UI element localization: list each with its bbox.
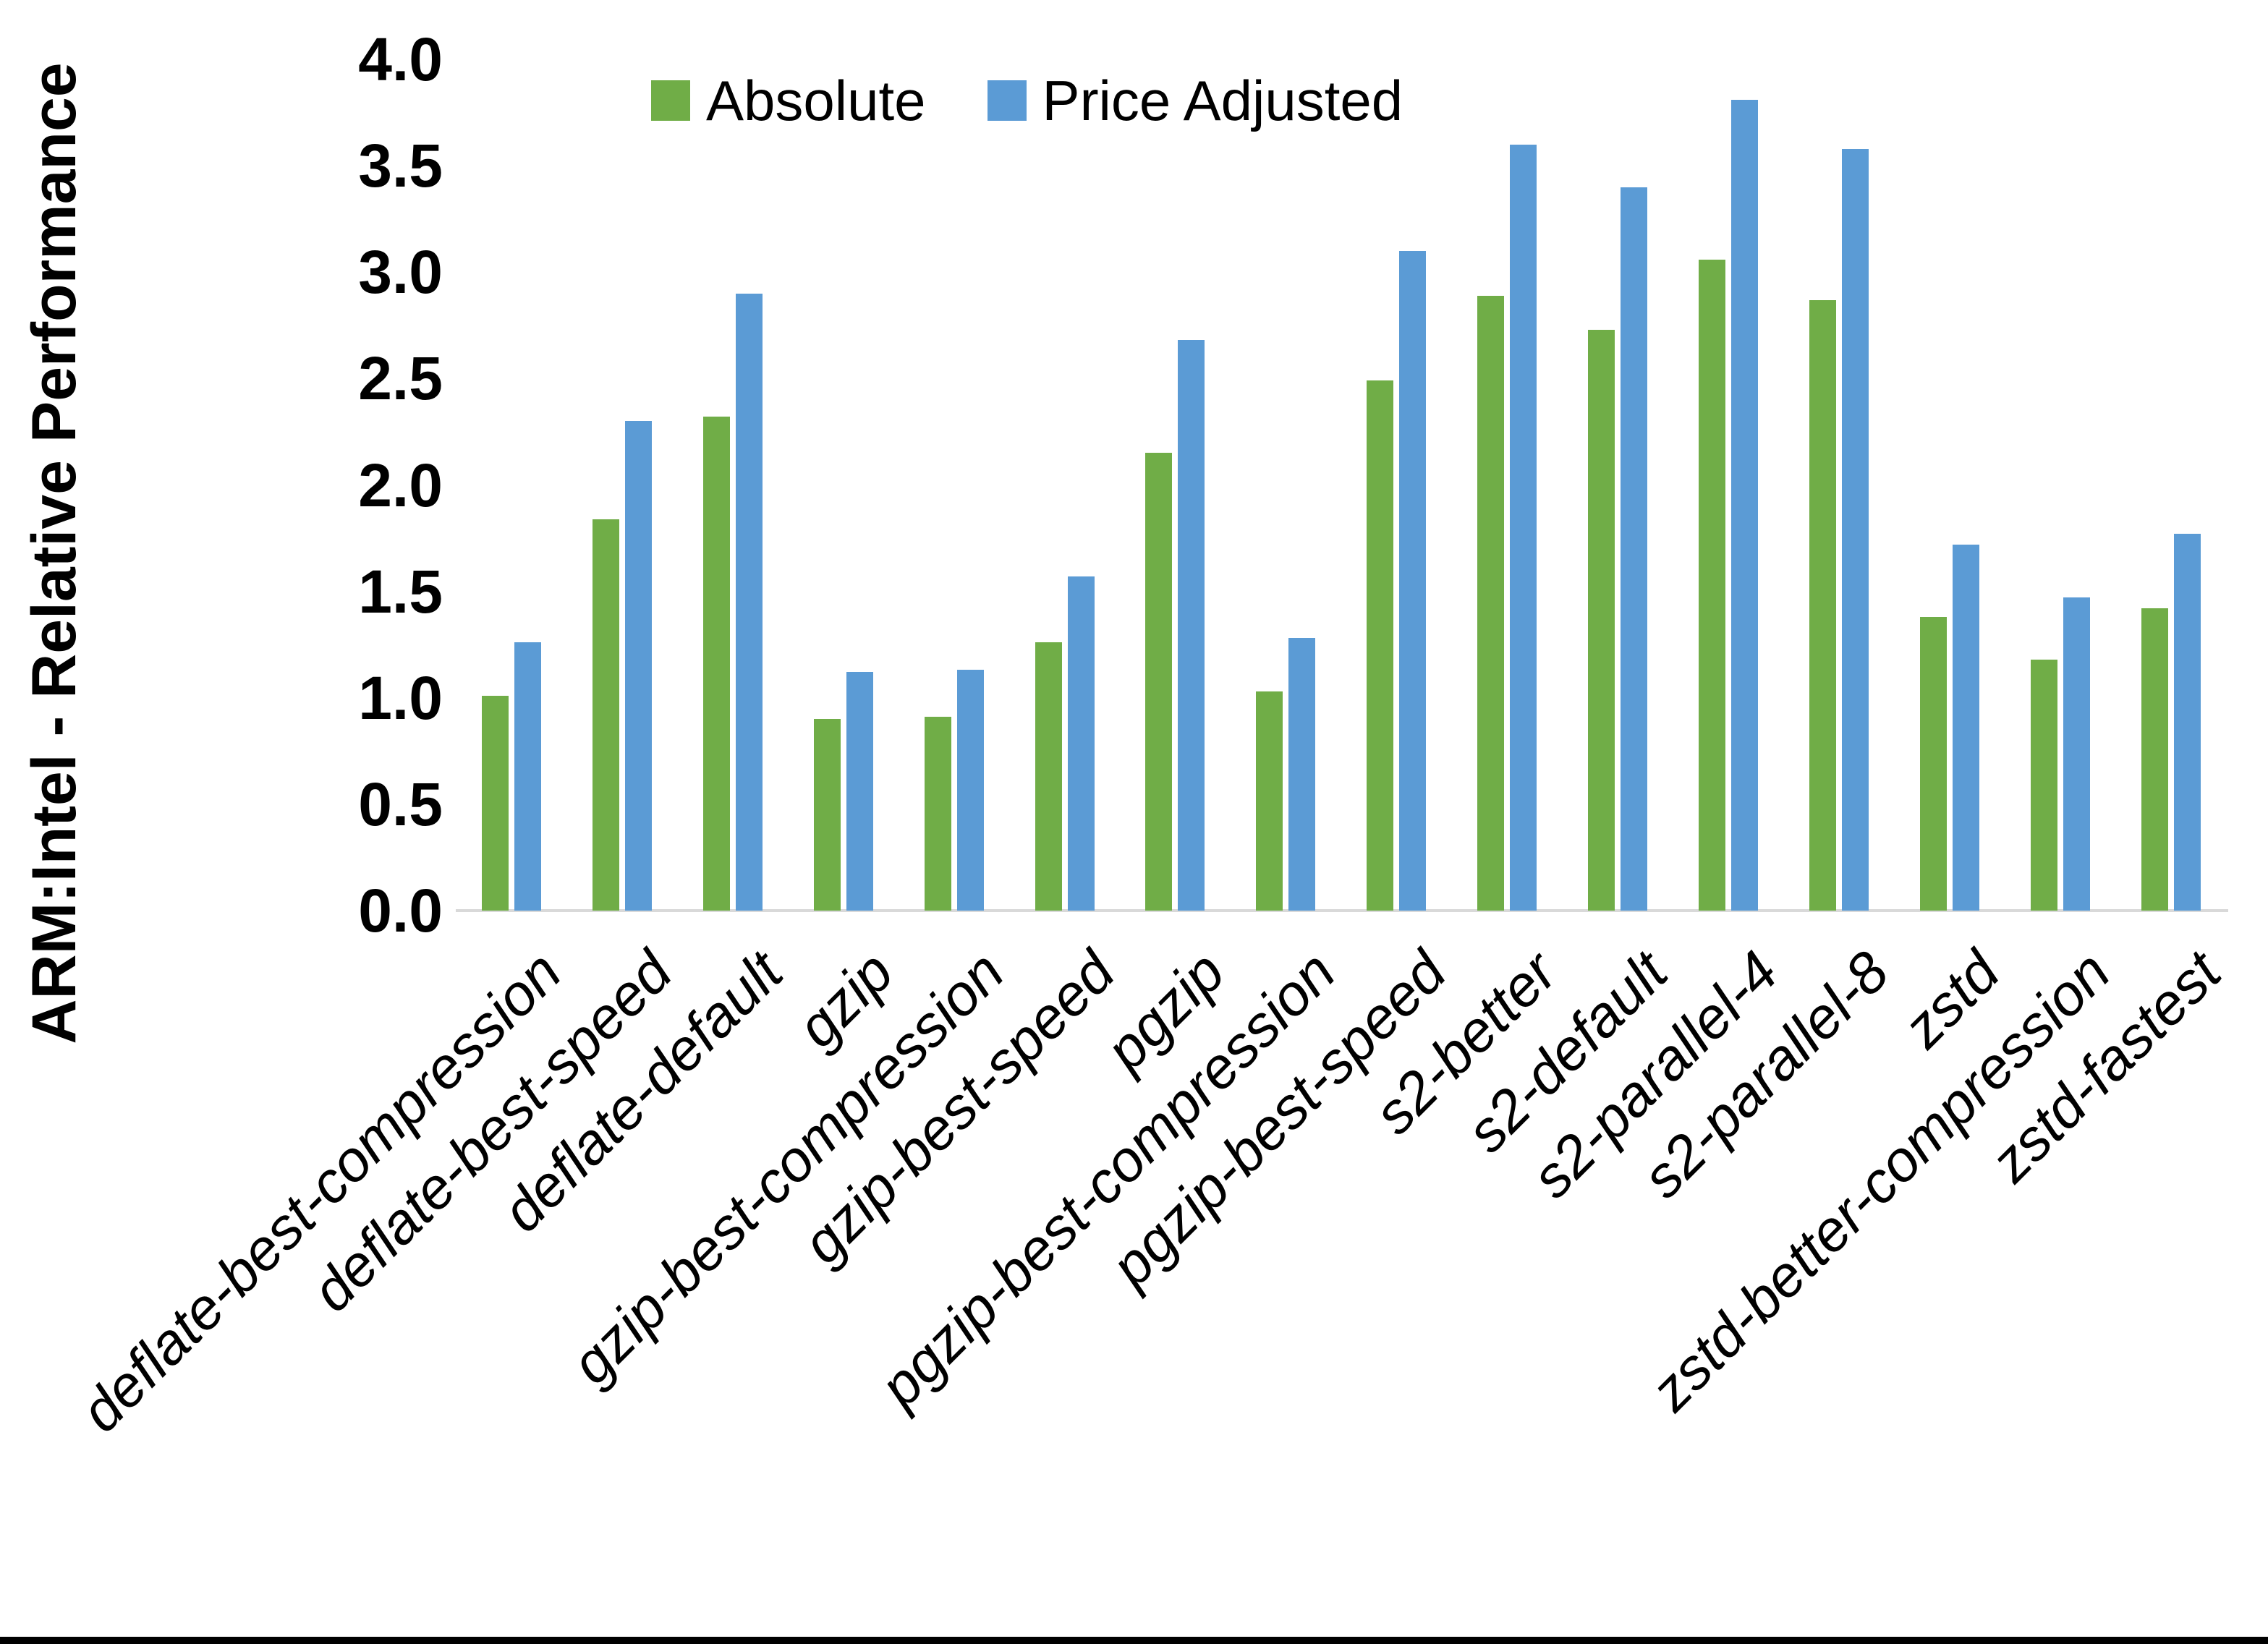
bar-price-adjusted-zstd-better-compression: [2063, 597, 2090, 911]
bar-absolute-deflate-best-speed: [592, 519, 619, 911]
legend-item-absolute: Absolute: [651, 72, 926, 129]
bar-price-adjusted-deflate-default: [735, 293, 763, 911]
bar-price-adjusted-pgzip-best-speed: [1399, 250, 1427, 911]
bar-absolute-pgzip: [1145, 453, 1173, 911]
y-tick-label: 0.5: [358, 770, 443, 838]
bar-absolute-gzip: [813, 719, 841, 911]
bar-absolute-s2-parallel-4: [1698, 259, 1725, 911]
y-tick-label: 4.0: [358, 25, 443, 93]
bar-price-adjusted-s2-default: [1621, 187, 1647, 911]
y-tick-label: 1.5: [358, 557, 443, 626]
bar-price-adjusted-s2-parallel-4: [1730, 99, 1758, 911]
bar-absolute-s2-default: [1588, 329, 1615, 911]
bar-absolute-s2-better: [1477, 295, 1505, 911]
bar-price-adjusted-s2-parallel-8: [1841, 148, 1869, 911]
y-tick-label: 2.5: [358, 344, 443, 413]
y-tick-label: 3.0: [358, 238, 443, 307]
bar-price-adjusted-deflate-best-speed: [624, 421, 652, 911]
y-tick-label: 3.5: [358, 132, 443, 200]
bar-absolute-zstd-better-compression: [2030, 659, 2057, 911]
legend: Absolute Price Adjusted: [651, 72, 1403, 129]
bar-price-adjusted-pgzip: [1178, 340, 1205, 911]
bar-absolute-pgzip-best-compression: [1256, 691, 1283, 911]
bar-absolute-gzip-best-compression: [924, 717, 951, 911]
y-tick-label: 1.0: [358, 663, 443, 732]
bar-absolute-zstd: [1919, 616, 1947, 911]
bar-absolute-s2-parallel-8: [1809, 299, 1836, 911]
x-axis-line: [456, 909, 2228, 912]
bar-price-adjusted-s2-better: [1510, 144, 1537, 911]
legend-label: Absolute: [706, 69, 926, 132]
legend-label: Price Adjusted: [1042, 69, 1403, 132]
y-tick-label: 2.0: [358, 451, 443, 519]
bar-absolute-gzip-best-speed: [1035, 642, 1062, 911]
bar-price-adjusted-zstd: [1952, 544, 1979, 911]
bar-price-adjusted-deflate-best-compression: [514, 642, 541, 911]
legend-swatch-absolute: [651, 80, 690, 121]
screenshot-bottom-border: [0, 1637, 2268, 1644]
legend-swatch-price-adjusted: [987, 80, 1027, 121]
bar-price-adjusted-gzip-best-speed: [1067, 576, 1095, 911]
bar-absolute-deflate-default: [702, 417, 730, 911]
bar-price-adjusted-gzip: [846, 672, 873, 911]
bar-absolute-pgzip-best-speed: [1367, 380, 1394, 911]
bar-price-adjusted-pgzip-best-compression: [1288, 638, 1316, 911]
bar-absolute-deflate-best-compression: [482, 695, 509, 911]
legend-item-price-adjusted: Price Adjusted: [987, 69, 1403, 132]
bar-price-adjusted-gzip-best-compression: [956, 670, 984, 911]
bar-price-adjusted-zstd-fastest: [2173, 534, 2201, 911]
y-tick-label: 0.0: [358, 877, 443, 945]
bar-absolute-zstd-fastest: [2141, 608, 2168, 911]
